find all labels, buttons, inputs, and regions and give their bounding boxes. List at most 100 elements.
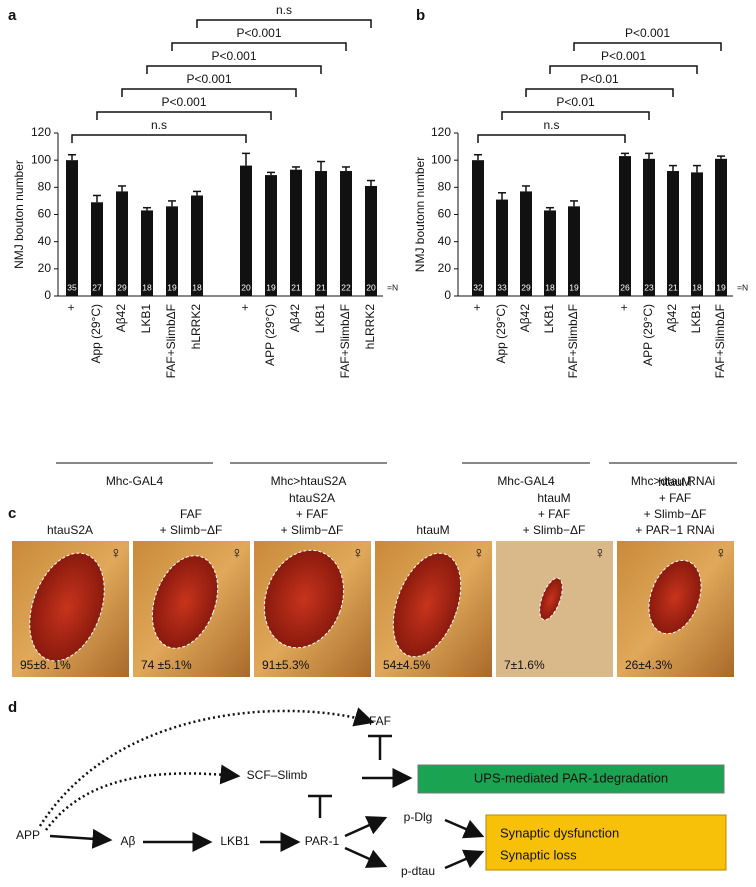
x-tick-label: LKB1: [542, 304, 556, 334]
bar: [365, 185, 377, 296]
x-tick-label: App (29°C): [494, 304, 508, 364]
comparison-bracket: [146, 65, 322, 74]
x-tick-label: Aβ42: [288, 304, 302, 333]
y-tick-label: 20: [438, 261, 452, 275]
n-label: 19: [569, 282, 579, 292]
bar: [116, 191, 128, 296]
y-tick-label: 100: [431, 152, 451, 166]
x-tick-label: FAF+SlimbΔF: [566, 304, 580, 378]
eye: [648, 559, 702, 635]
x-tick-label: +: [470, 304, 484, 311]
comparison-bracket: [525, 88, 674, 97]
group-label: Mhc>htauS2A: [271, 474, 347, 488]
percent-label: 95±8. 1%: [20, 658, 71, 672]
image-title: + FAF: [296, 507, 328, 521]
percent-label: 7±1.6%: [504, 658, 545, 672]
node-label: PAR-1: [305, 834, 340, 848]
y-axis-label: NMJ bouton number: [12, 160, 26, 269]
comparison-label: P<0.01: [556, 95, 595, 109]
fly-eye-image: ♀ 74 ±5.1%: [133, 541, 250, 677]
comparison-bracket: [96, 111, 272, 120]
bar: [340, 171, 352, 296]
comparison-bracket: [501, 111, 650, 120]
bar: [715, 158, 727, 296]
synapse-box: [485, 814, 727, 871]
x-tick-label: App (29°C): [89, 304, 103, 364]
image-title: htauS2A: [289, 491, 335, 505]
x-tick-label: +: [617, 304, 631, 311]
sex-symbol: ♀: [594, 545, 606, 562]
sex-symbol: ♀: [473, 545, 485, 562]
comparison-label: n.s: [276, 3, 292, 17]
percent-label: 91±5.3%: [262, 658, 310, 672]
bar: [315, 171, 327, 296]
comparison-bracket: [477, 134, 626, 143]
x-tick-label: Aβ42: [518, 304, 532, 333]
n-label: 27: [92, 282, 102, 292]
n-label: 35: [67, 282, 77, 292]
fly-eye-image: ♀ 7±1.6%: [496, 541, 613, 677]
bar: [691, 172, 703, 296]
image-title: + Slimb−ΔF: [523, 523, 586, 537]
y-tick-label: 40: [438, 234, 452, 248]
image-title: + FAF: [538, 507, 570, 521]
bar: [643, 158, 655, 296]
comparison-bracket: [549, 65, 698, 74]
eye: [29, 552, 105, 662]
comparison-label: P<0.001: [625, 26, 670, 40]
x-tick-label: LKB1: [313, 304, 327, 334]
x-tick-label: Aβ42: [665, 304, 679, 333]
image-title: htauM: [416, 523, 449, 537]
image-title: + Slimb−ΔF: [160, 523, 223, 537]
node-label: SCF–Slimb: [247, 768, 308, 782]
panel-label: d: [8, 699, 17, 716]
bar: [265, 175, 277, 296]
bar: [290, 169, 302, 296]
box-label: Synaptic dysfunction: [500, 825, 619, 840]
node-label: APP: [16, 828, 40, 842]
sex-symbol: ♀: [110, 545, 122, 562]
bar: [66, 160, 78, 296]
bar: [141, 210, 153, 296]
n-label: 18: [142, 282, 152, 292]
bar: [240, 165, 252, 296]
group-label: Mhc-GAL4: [497, 474, 555, 488]
comparison-bracket: [196, 19, 372, 28]
eye: [392, 552, 462, 658]
eye: [263, 549, 345, 649]
n-label: 19: [167, 282, 177, 292]
bar: [91, 202, 103, 296]
comparison-bracket: [71, 134, 247, 143]
bar: [191, 195, 203, 296]
y-tick-label: 40: [38, 234, 52, 248]
n-suffix: =N: [737, 282, 748, 292]
bar: [568, 206, 580, 296]
image-title: htauM: [537, 491, 570, 505]
node-label: p-Dlg: [404, 810, 433, 824]
box-label: UPS-mediated PAR-1degradation: [474, 770, 668, 785]
bar: [520, 191, 532, 296]
y-tick-label: 80: [38, 180, 52, 194]
percent-label: 26±4.3%: [625, 658, 673, 672]
n-label: 21: [316, 282, 326, 292]
panel-label: c: [8, 505, 16, 522]
y-tick-label: 120: [31, 125, 51, 139]
comparison-label: P<0.001: [211, 49, 256, 63]
panel-label: a: [8, 7, 17, 24]
comparison-label: n.s: [151, 118, 167, 132]
bar: [166, 206, 178, 296]
image-title: FAF: [180, 507, 202, 521]
n-label: 20: [241, 282, 251, 292]
image-title: + PAR−1 RNAi: [635, 523, 714, 537]
n-label: 18: [545, 282, 555, 292]
comparison-label: P<0.001: [186, 72, 231, 86]
n-label: 18: [692, 282, 702, 292]
image-title: + Slimb−ΔF: [281, 523, 344, 537]
image-title: htauS2A: [47, 523, 93, 537]
bar: [619, 156, 631, 296]
n-label: 19: [716, 282, 726, 292]
y-tick-label: 100: [31, 152, 51, 166]
y-tick-label: 20: [38, 261, 52, 275]
sex-symbol: ♀: [352, 545, 364, 562]
